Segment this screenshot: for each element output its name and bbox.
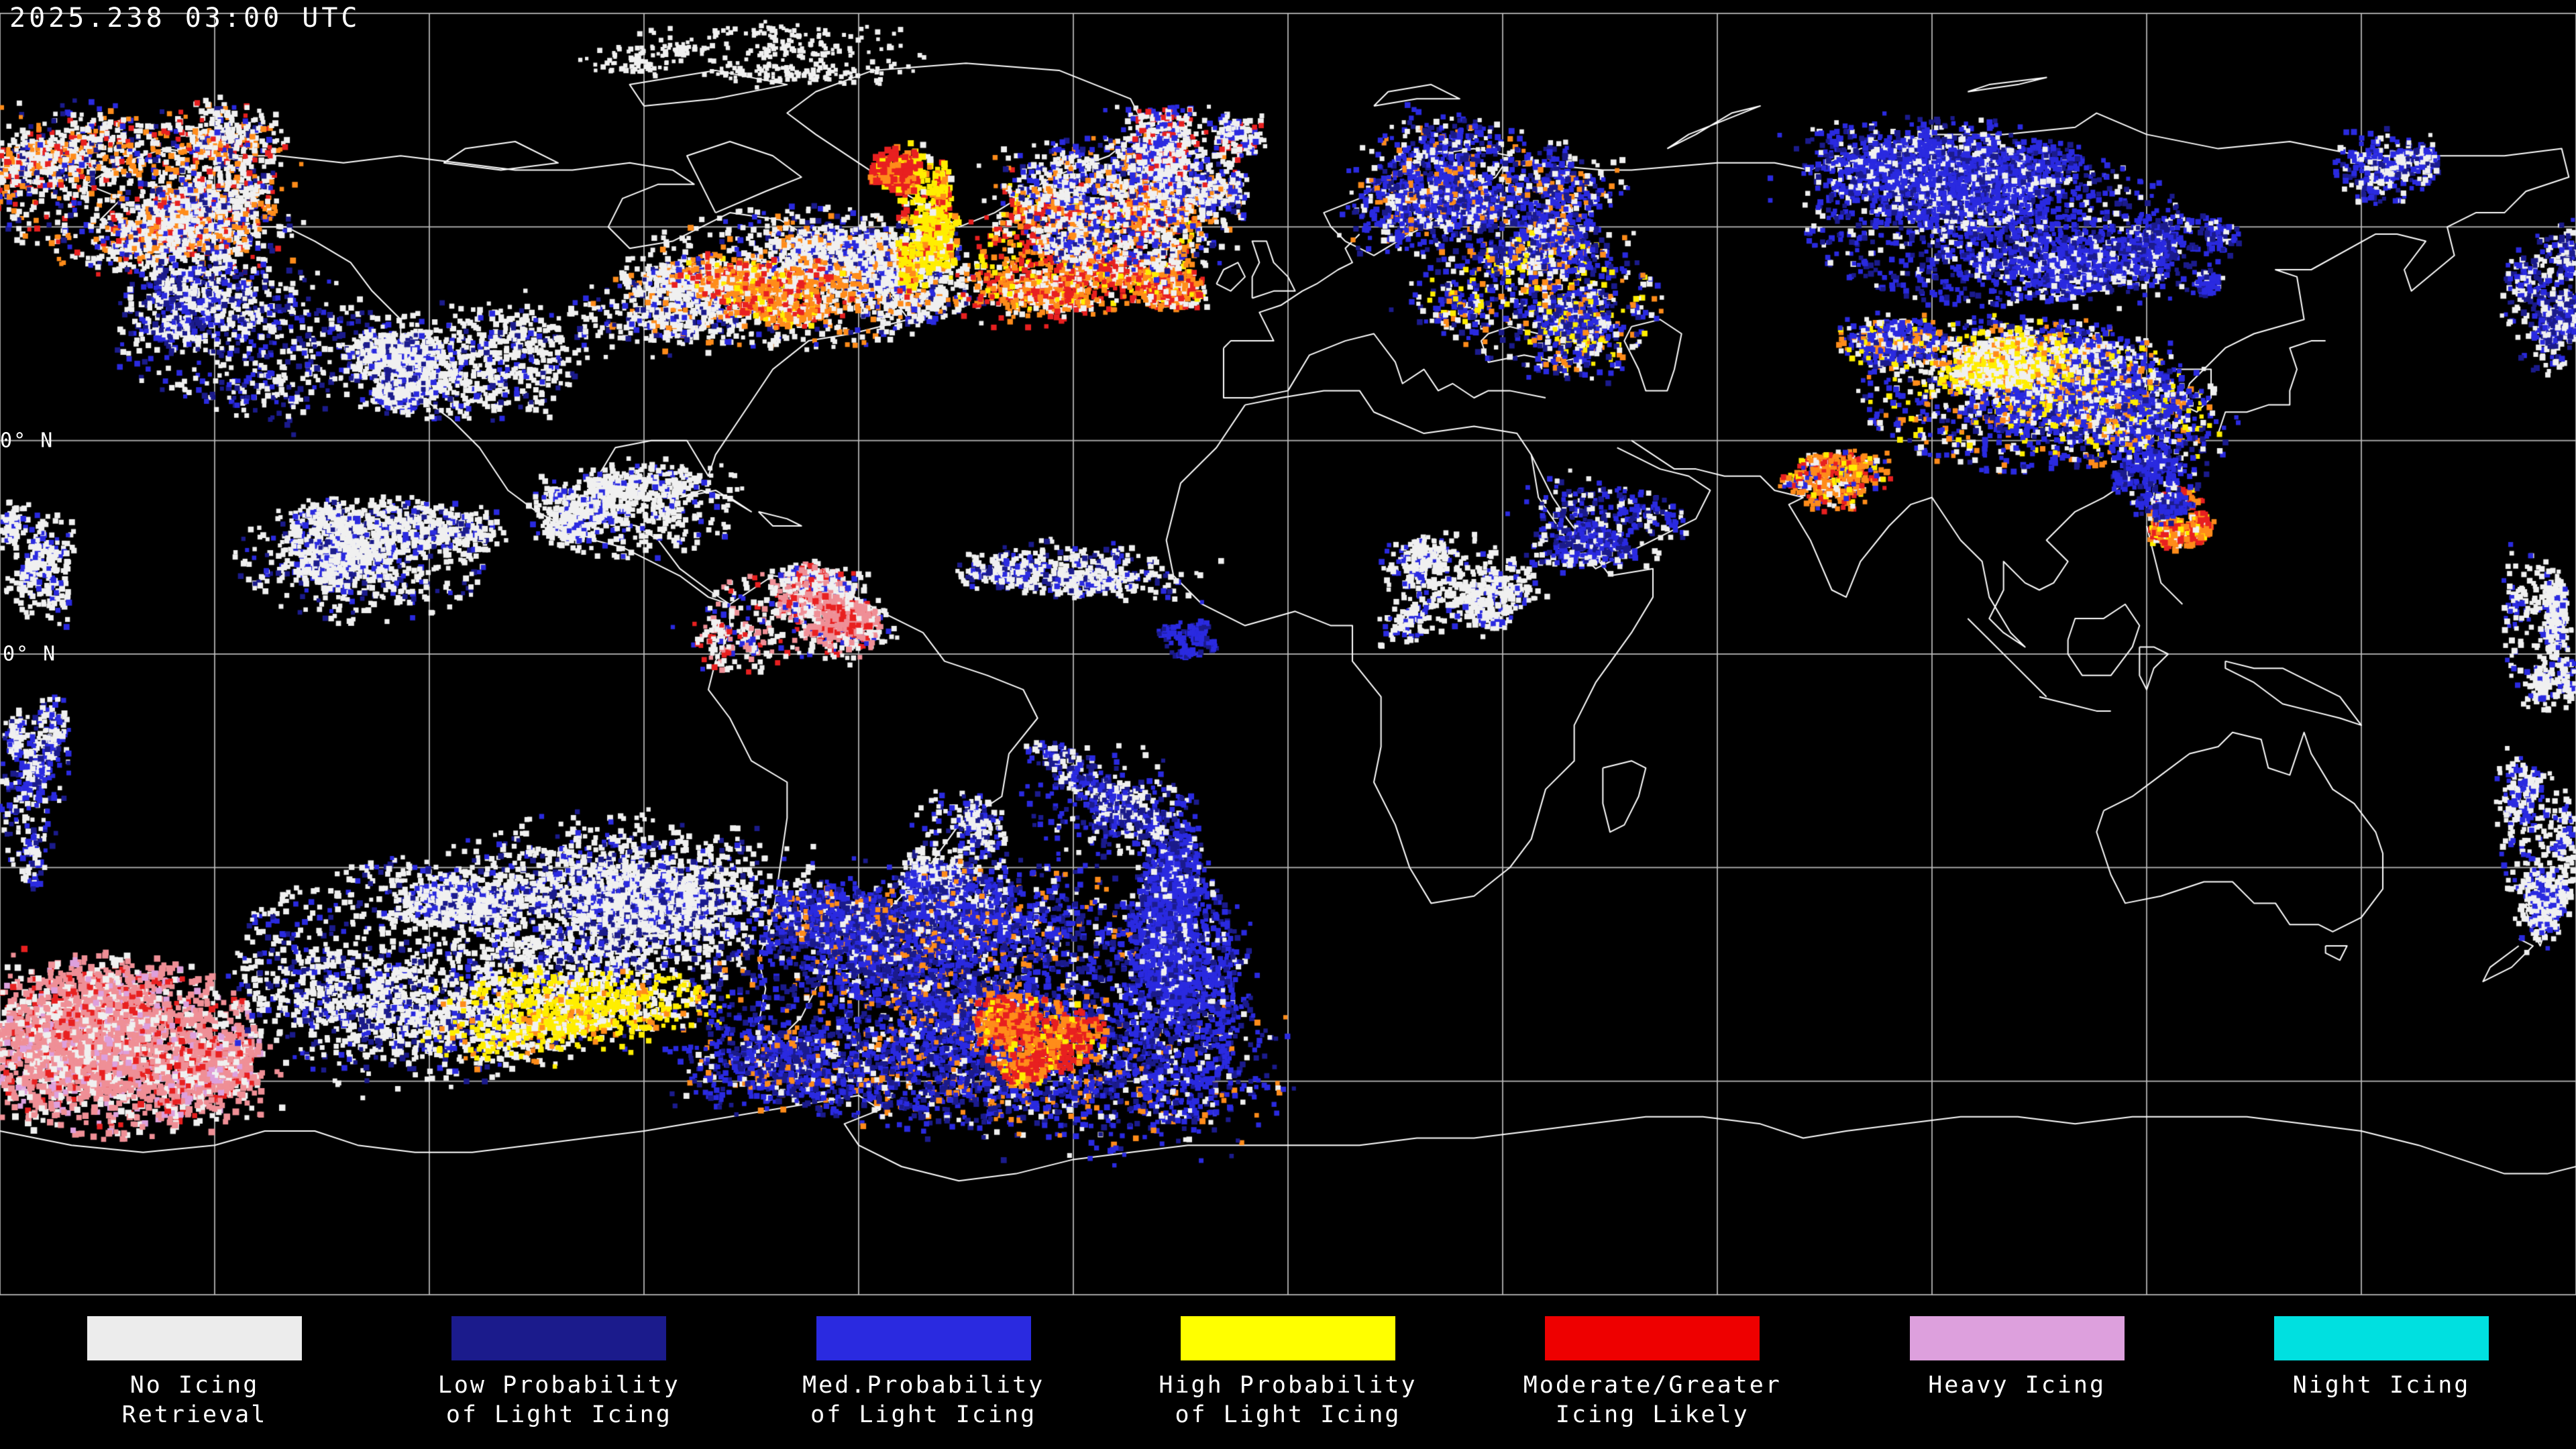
legend-item-heavy-icing: Heavy Icing — [1849, 1316, 2185, 1401]
legend-item-no-icing: No Icing Retrieval — [27, 1316, 362, 1430]
legend-item-moderate-greater: Moderate/Greater Icing Likely — [1485, 1316, 1820, 1430]
legend-label-moderate-greater: Moderate/Greater Icing Likely — [1523, 1371, 1782, 1430]
legend-label-line: Retrieval — [121, 1401, 268, 1428]
legend-label-med-probability: Med.Probability of Light Icing — [802, 1371, 1044, 1430]
legend-label-heavy-icing: Heavy Icing — [1928, 1371, 2106, 1401]
legend-swatch-heavy-icing — [1909, 1316, 2125, 1360]
legend-label-line: Icing Likely — [1555, 1401, 1750, 1428]
legend-swatch-med-probability — [816, 1316, 1031, 1360]
legend-item-low-probability: Low Probability of Light Icing — [391, 1316, 727, 1430]
legend-label-line: Moderate/Greater — [1523, 1372, 1782, 1399]
legend-label-low-probability: Low Probability of Light Icing — [438, 1371, 680, 1430]
legend-label-line: of Light Icing — [1175, 1401, 1401, 1428]
legend-bar: No Icing Retrieval Low Probability of Li… — [0, 1307, 2576, 1449]
legend-swatch-no-icing — [87, 1316, 302, 1360]
legend-swatch-high-probability — [1180, 1316, 1395, 1360]
legend-label-high-probability: High Probability of Light Icing — [1159, 1371, 1417, 1430]
lat-label-0n: 0° N — [3, 642, 57, 666]
legend-label-line: of Light Icing — [810, 1401, 1037, 1428]
legend-label-night-icing: Night Icing — [2293, 1371, 2471, 1401]
legend-label-line: Low Probability — [437, 1372, 680, 1399]
legend-swatch-low-probability — [451, 1316, 667, 1360]
legend-item-high-probability: High Probability of Light Icing — [1120, 1316, 1456, 1430]
lat-label-30n: 30° N — [0, 429, 54, 453]
legend-swatch-night-icing — [2273, 1316, 2489, 1360]
timestamp-label: 2025.238 03:00 UTC — [9, 3, 361, 34]
legend-label-no-icing: No Icing Retrieval — [122, 1371, 268, 1430]
legend-label-line: of Light Icing — [445, 1401, 672, 1428]
legend-swatch-moderate-greater — [1545, 1316, 1760, 1360]
legend-label-line: High Probability — [1159, 1372, 1417, 1399]
legend-label-line: Heavy Icing — [1928, 1372, 2106, 1399]
legend-item-med-probability: Med.Probability of Light Icing — [756, 1316, 1091, 1430]
legend-label-line: Night Icing — [2292, 1372, 2471, 1399]
legend-label-line: No Icing — [129, 1372, 260, 1399]
legend-label-line: Med.Probability — [802, 1372, 1045, 1399]
legend-item-night-icing: Night Icing — [2214, 1316, 2549, 1401]
